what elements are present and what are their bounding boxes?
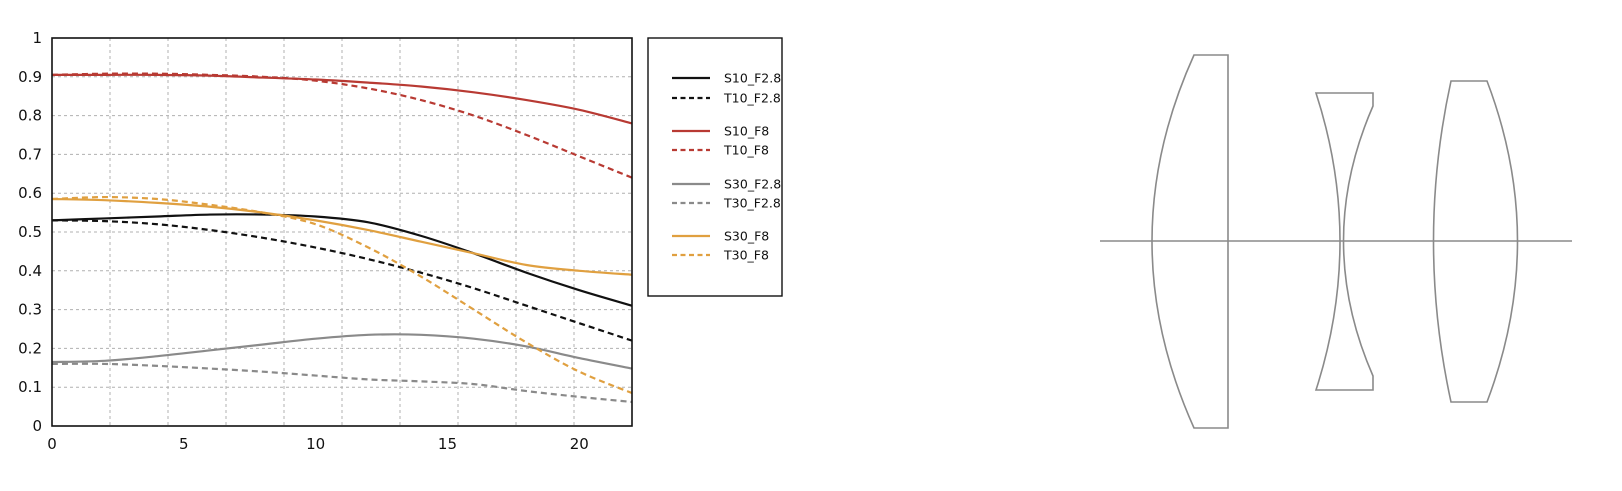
- series-line-s30-f8: [51, 197, 633, 276]
- y-tick-label: 0.3: [18, 301, 42, 319]
- y-tick-labels: 0 0.1 0.2 0.3 0.4 0.5 0.6 0.7 0.8 0.9 1: [18, 29, 42, 435]
- y-tick-label: 1: [32, 29, 42, 47]
- biconcave-lens: [1314, 92, 1374, 391]
- grid: [52, 38, 632, 426]
- legend-label: S10_F8: [724, 124, 769, 139]
- legend-box: [647, 37, 783, 297]
- x-tick-labels: 0 5 10 15 20: [47, 435, 589, 453]
- y-tick-label: 0.2: [18, 339, 42, 357]
- legend-label: T10_F2.8: [723, 91, 781, 106]
- lens-diagram: [1100, 54, 1572, 429]
- x-tick-label: 20: [570, 435, 589, 453]
- y-tick-label: 0.8: [18, 107, 42, 125]
- legend-label: S30_F2.8: [724, 177, 781, 192]
- x-tick-label: 15: [438, 435, 457, 453]
- y-tick-label: 0.4: [18, 262, 42, 280]
- plano-convex-lens: [1151, 54, 1229, 429]
- y-tick-label: 0.5: [18, 223, 42, 241]
- series-line-t30-f8: [51, 195, 633, 395]
- legend-label: T30_F2.8: [723, 196, 781, 211]
- y-tick-label: 0.9: [18, 68, 42, 86]
- biconvex-lens: [1432, 80, 1519, 403]
- x-tick-label: 5: [179, 435, 189, 453]
- series-line-s10-f8: [52, 73, 633, 125]
- series-line-t10-f8: [51, 72, 633, 179]
- mtf-chart: 0 0.1 0.2 0.3 0.4 0.5 0.6 0.7 0.8 0.9 1 0 5 10 15 20 S…: [18, 29, 783, 453]
- legend-label: T10_F8: [723, 143, 769, 158]
- y-tick-label: 0.6: [18, 184, 42, 202]
- legend-label: S30_F8: [724, 229, 769, 244]
- y-tick-label: 0.7: [18, 145, 42, 163]
- legend-label: T30_F8: [723, 248, 769, 263]
- y-tick-label: 0.1: [18, 378, 42, 396]
- series-layer: [51, 72, 633, 404]
- y-tick-label: 0: [32, 417, 42, 435]
- plot-frame: [51, 37, 633, 427]
- x-tick-label: 0: [47, 435, 57, 453]
- series-line-s30-f2-8: [51, 333, 633, 370]
- x-tick-label: 10: [306, 435, 325, 453]
- series-line-t30-f2-8: [51, 362, 633, 404]
- legend-label: S10_F2.8: [724, 71, 781, 86]
- legend: S10_F2.8 T10_F2.8 S10_F8 T10_F8 S30_F2.8 T30_…: [647, 37, 783, 297]
- legend-items: S10_F2.8 T10_F2.8 S10_F8 T10_F8 S30_F2.8 T30_…: [672, 71, 781, 263]
- plot-area: 0 0.1 0.2 0.3 0.4 0.5 0.6 0.7 0.8 0.9 1 0 5 10 15 20: [18, 29, 633, 453]
- series-line-s10-f2-8: [51, 213, 633, 307]
- series-line-t10-f2-8: [51, 219, 633, 342]
